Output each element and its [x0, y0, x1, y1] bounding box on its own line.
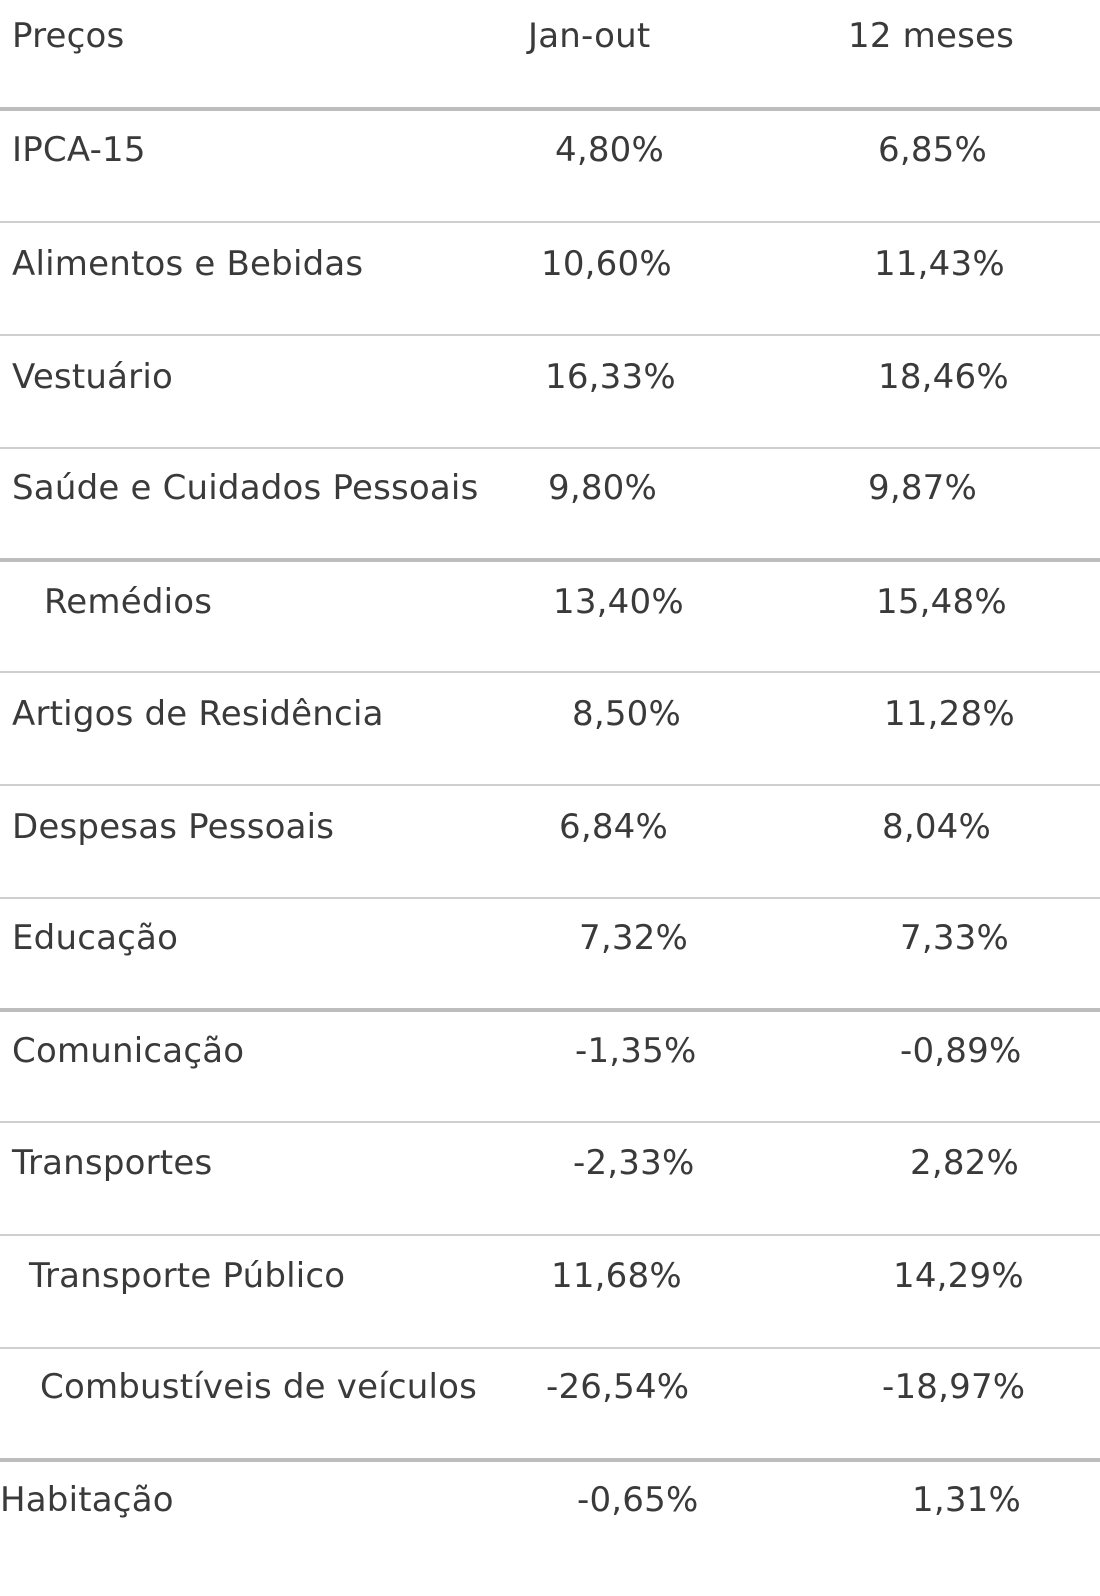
table-header-row: Preços Jan-out 12 meses [0, 0, 1100, 92]
row-jan-out: 7,32% [579, 918, 689, 958]
row-12-meses: 18,46% [878, 357, 1009, 397]
row-label: Transporte Público [29, 1256, 346, 1296]
row-label: IPCA-15 [12, 130, 146, 170]
row-12-meses: 7,33% [900, 918, 1010, 958]
row-jan-out: 6,84% [559, 807, 669, 847]
table-row: Remédios 13,40% 15,48% [0, 546, 1100, 658]
table-row: Transporte Público 11,68% 14,29% [0, 1220, 1100, 1332]
row-jan-out: 16,33% [545, 357, 676, 397]
row-label: Habitação [0, 1480, 174, 1520]
table-row: Educação 7,32% 7,33% [0, 882, 1100, 994]
row-label: Remédios [44, 582, 213, 622]
row-12-meses: 14,29% [893, 1256, 1024, 1296]
row-label: Transportes [12, 1143, 213, 1183]
row-divider [0, 447, 1100, 449]
header-divider [0, 107, 1100, 111]
row-jan-out: -0,65% [577, 1480, 699, 1520]
row-label: Alimentos e Bebidas [12, 244, 364, 284]
row-12-meses: 8,04% [882, 807, 992, 847]
row-jan-out: 4,80% [555, 130, 665, 170]
table-row: Alimentos e Bebidas 10,60% 11,43% [0, 208, 1100, 320]
row-divider [0, 671, 1100, 673]
row-12-meses: 15,48% [876, 582, 1007, 622]
row-divider [0, 1121, 1100, 1123]
row-divider [0, 334, 1100, 336]
row-jan-out: -2,33% [573, 1143, 695, 1183]
row-divider [0, 784, 1100, 786]
table-row: IPCA-15 4,80% 6,85% [0, 94, 1100, 206]
row-label: Educação [12, 918, 179, 958]
row-12-meses: 1,31% [912, 1480, 1022, 1520]
row-label: Saúde e Cuidados Pessoais [12, 468, 479, 508]
row-12-meses: 2,82% [910, 1143, 1020, 1183]
row-divider [0, 1234, 1100, 1236]
table-row: Saúde e Cuidados Pessoais 9,80% 9,87% [0, 432, 1100, 544]
row-jan-out: 8,50% [572, 694, 682, 734]
row-jan-out: 9,80% [548, 468, 658, 508]
row-jan-out: -1,35% [575, 1031, 697, 1071]
table-row: Transportes -2,33% 2,82% [0, 1107, 1100, 1219]
row-12-meses: -0,89% [900, 1031, 1022, 1071]
table-row: Combustíveis de veículos -26,54% -18,97% [0, 1331, 1100, 1443]
row-label: Artigos de Residência [12, 694, 384, 734]
table-row: Artigos de Residência 8,50% 11,28% [0, 658, 1100, 770]
header-12-meses: 12 meses [848, 16, 1015, 56]
row-divider [0, 1347, 1100, 1349]
table-row: Habitação -0,65% 1,31% [0, 1444, 1100, 1556]
row-jan-out: 10,60% [541, 244, 672, 284]
header-precos: Preços [12, 16, 125, 56]
row-12-meses: -18,97% [882, 1367, 1026, 1407]
section-divider [0, 1008, 1100, 1012]
row-12-meses: 11,43% [874, 244, 1005, 284]
row-12-meses: 6,85% [878, 130, 988, 170]
section-divider [0, 1458, 1100, 1462]
row-divider [0, 221, 1100, 223]
row-label: Combustíveis de veículos [40, 1367, 478, 1407]
row-jan-out: 13,40% [553, 582, 684, 622]
row-12-meses: 11,28% [884, 694, 1015, 734]
table-row: Vestuário 16,33% 18,46% [0, 321, 1100, 433]
header-jan-out: Jan-out [528, 16, 651, 56]
table-row: Despesas Pessoais 6,84% 8,04% [0, 771, 1100, 883]
row-jan-out: -26,54% [546, 1367, 690, 1407]
row-label: Comunicação [12, 1031, 245, 1071]
table-row: Comunicação -1,35% -0,89% [0, 995, 1100, 1107]
row-jan-out: 11,68% [551, 1256, 682, 1296]
row-label: Despesas Pessoais [12, 807, 335, 847]
row-label: Vestuário [12, 357, 173, 397]
row-12-meses: 9,87% [868, 468, 978, 508]
row-divider [0, 897, 1100, 899]
section-divider [0, 558, 1100, 562]
